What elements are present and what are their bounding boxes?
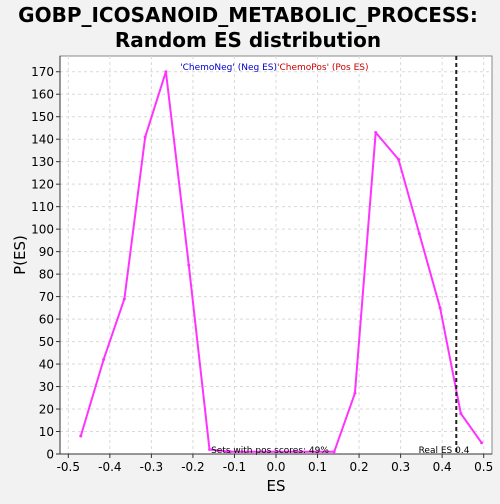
series-layer xyxy=(79,70,484,454)
y-tick-label-9: 90 xyxy=(39,245,54,259)
legend-neg-label: 'ChemoNeg' (Neg ES) xyxy=(180,63,277,73)
y-tick-label-5: 50 xyxy=(39,335,54,349)
x-tick-label-1: -0.4 xyxy=(98,460,121,474)
x-tick-label-0: -0.5 xyxy=(57,460,80,474)
series-point-0-0 xyxy=(79,434,83,438)
y-tick-label-1: 10 xyxy=(39,425,54,439)
x-tick-label-4: -0.1 xyxy=(223,460,246,474)
y-tick-label-15: 150 xyxy=(31,110,54,124)
x-tick-label-2: -0.3 xyxy=(140,460,163,474)
y-tick-label-16: 160 xyxy=(31,88,54,102)
y-tick-label-12: 120 xyxy=(31,178,54,192)
y-tick-label-8: 80 xyxy=(39,268,54,282)
chart-title-line1: GOBP_ICOSANOID_METABOLIC_PROCESS: xyxy=(18,3,478,27)
series-point-0-13 xyxy=(438,306,442,310)
y-tick-label-13: 130 xyxy=(31,155,54,169)
y-tick-label-14: 140 xyxy=(31,133,54,147)
y-tick-label-3: 30 xyxy=(39,380,54,394)
x-tick-label-8: 0.3 xyxy=(391,460,410,474)
series-line-0 xyxy=(79,70,483,453)
x-tick-label-6: 0.1 xyxy=(308,460,327,474)
axes: 0 10 20 30 40 50 60 70 80 90 100 110 120 130 140 150 160… xyxy=(31,56,493,474)
x-tick-label-7: 0.2 xyxy=(350,460,369,474)
series-point-0-12 xyxy=(417,232,421,236)
series-point-0-15 xyxy=(480,441,484,445)
x-tick-label-9: 0.4 xyxy=(433,460,452,474)
series-point-0-3 xyxy=(143,135,147,139)
series-point-0-8 xyxy=(332,450,336,454)
series-point-0-11 xyxy=(397,157,401,161)
real-es-annotation: Real ES 0.4 xyxy=(419,446,470,456)
pos-scores-annotation: Sets with pos scores: 49% xyxy=(211,446,329,456)
y-tick-label-11: 110 xyxy=(31,200,54,214)
y-tick-label-2: 20 xyxy=(39,403,54,417)
grid-lines xyxy=(60,56,492,455)
y-axis-label: P(ES) xyxy=(11,235,29,275)
x-tick-label-3: -0.2 xyxy=(181,460,204,474)
y-tick-label-10: 100 xyxy=(31,223,54,237)
x-tick-label-10: 0.5 xyxy=(474,460,493,474)
x-tick-label-5: 0.0 xyxy=(266,460,285,474)
y-tick-label-6: 60 xyxy=(39,313,54,327)
series-point-0-9 xyxy=(353,391,357,395)
x-axis-label: ES xyxy=(267,477,286,495)
series-point-0-6 xyxy=(208,448,212,452)
series-point-0-7 xyxy=(228,450,232,454)
chart-title-line2: Random ES distribution xyxy=(115,28,381,52)
series-point-0-1 xyxy=(102,358,106,362)
series-point-0-2 xyxy=(122,297,126,301)
series-point-0-10 xyxy=(374,130,378,134)
y-tick-label-7: 70 xyxy=(39,290,54,304)
series-point-0-14 xyxy=(459,412,463,416)
legend-pos-label: 'ChemoPos' (Pos ES) xyxy=(277,63,369,73)
y-tick-label-4: 40 xyxy=(39,358,54,372)
series-point-0-4 xyxy=(164,70,168,74)
y-tick-label-0: 0 xyxy=(46,448,54,462)
series-point-0-5 xyxy=(187,263,191,267)
y-tick-label-17: 170 xyxy=(31,65,54,79)
